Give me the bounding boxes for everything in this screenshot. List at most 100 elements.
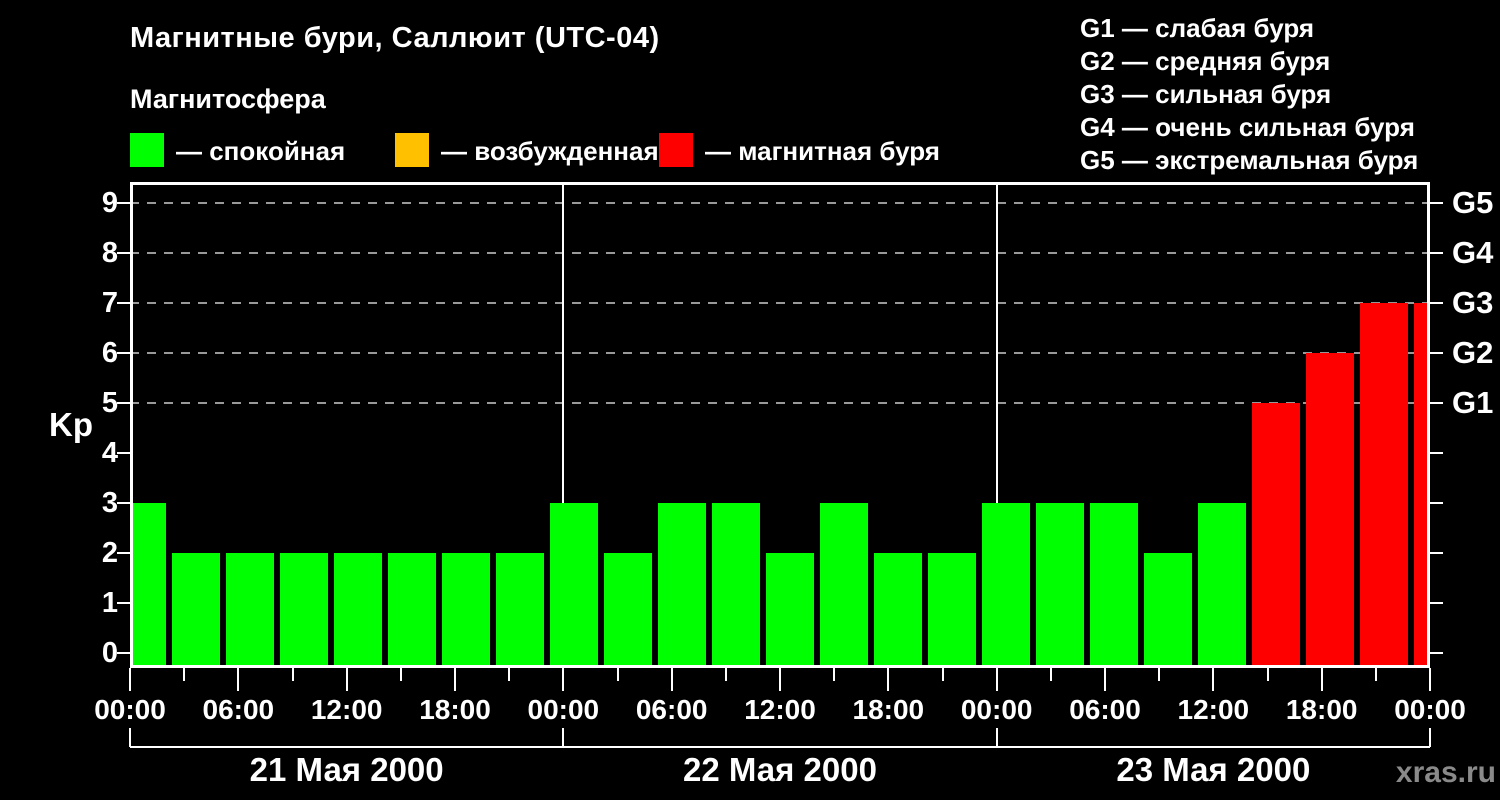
x-tick-major <box>887 668 890 691</box>
date-label: 22 Мая 2000 <box>683 751 877 788</box>
g-legend-line: G3 — сильная буря <box>1080 79 1332 109</box>
y-tick-label: 9 <box>101 187 118 219</box>
legend-swatch-quiet <box>130 133 164 167</box>
x-tick-major <box>562 668 565 691</box>
x-tick-label: 00:00 <box>1394 694 1466 725</box>
g-axis-label: G1 <box>1452 385 1494 420</box>
x-tick-major <box>345 668 348 691</box>
kp-bar <box>550 503 598 668</box>
x-tick-label: 00:00 <box>94 694 166 725</box>
y-tick <box>117 652 130 654</box>
right-tick <box>1430 352 1443 354</box>
y-tick-label: 4 <box>101 437 118 469</box>
y-tick <box>117 202 130 204</box>
g-legend-line: G1 — слабая буря <box>1080 13 1315 43</box>
y-tick-label: 0 <box>101 637 118 669</box>
right-tick <box>1430 202 1443 204</box>
kp-bar <box>496 553 544 668</box>
date-bracket-tick <box>562 728 565 747</box>
kp-bar <box>766 553 814 668</box>
kp-bar <box>712 503 760 668</box>
date-bracket <box>130 746 1430 748</box>
right-tick <box>1430 652 1443 654</box>
right-tick <box>1430 552 1443 554</box>
x-tick-label: 18:00 <box>419 694 491 725</box>
x-tick-minor <box>1049 668 1052 681</box>
plot-area <box>130 182 1430 668</box>
date-bracket-tick <box>1429 728 1431 747</box>
gridline-kp-9 <box>130 202 1430 204</box>
date-label: 23 Мая 2000 <box>1116 751 1311 788</box>
watermark: xras.ru <box>1395 756 1496 789</box>
kp-bar <box>1360 303 1408 668</box>
x-tick-major <box>1104 668 1106 691</box>
y-tick-label: 2 <box>101 537 118 569</box>
kp-bar <box>442 553 490 668</box>
x-tick-label: 12:00 <box>310 694 383 725</box>
kp-bar <box>928 553 976 668</box>
legend-title: Магнитосфера <box>130 84 326 114</box>
y-tick-label: 7 <box>101 287 118 319</box>
kp-bar <box>658 503 706 668</box>
right-tick <box>1430 402 1443 404</box>
g-axis-label: G3 <box>1452 285 1494 320</box>
kp-bar <box>820 503 868 668</box>
kp-bar <box>334 553 382 668</box>
x-tick-major <box>129 668 131 691</box>
kp-bar <box>1036 503 1084 668</box>
date-bracket-tick <box>995 728 998 747</box>
x-tick-major <box>1212 668 1215 691</box>
x-tick-minor <box>508 668 511 681</box>
kp-bar <box>280 553 328 668</box>
x-tick-label: 06:00 <box>635 694 708 725</box>
x-tick-label: 06:00 <box>202 694 275 725</box>
date-label: 21 Мая 2000 <box>249 751 444 788</box>
y-tick-label: 6 <box>101 337 118 369</box>
y-tick-label: 5 <box>101 387 118 419</box>
x-tick-label: 18:00 <box>1285 694 1358 725</box>
x-tick-label: 12:00 <box>1177 694 1250 725</box>
x-tick-major <box>237 668 240 691</box>
right-tick <box>1430 502 1443 504</box>
x-tick-major <box>995 668 998 691</box>
x-tick-minor <box>291 668 294 681</box>
gridline-kp-7 <box>130 302 1430 304</box>
kp-bar <box>1252 403 1300 668</box>
legend-label-excited: — возбужденная <box>441 136 659 166</box>
right-tick <box>1430 252 1443 254</box>
kp-bar <box>226 553 274 668</box>
legend-label-storm: — магнитная буря <box>705 136 940 166</box>
legend-label-quiet: — спокойная <box>176 136 346 166</box>
x-tick-minor <box>399 668 402 681</box>
y-tick <box>117 452 130 454</box>
kp-bar <box>1414 303 1430 668</box>
x-tick-major <box>454 668 456 691</box>
kp-bar <box>388 553 436 668</box>
g-axis-label: G5 <box>1452 185 1494 220</box>
y-tick-label: 3 <box>101 487 118 519</box>
x-tick-label: 18:00 <box>852 694 925 725</box>
kp-bar <box>1306 353 1354 668</box>
g-legend-line: G5 — экстремальная буря <box>1080 145 1419 175</box>
right-tick <box>1430 602 1443 604</box>
x-tick-minor <box>1374 668 1377 681</box>
x-tick-minor <box>1266 668 1269 681</box>
y-axis-title: Kp <box>49 406 93 443</box>
g-axis-label: G4 <box>1452 235 1494 270</box>
y-tick <box>117 552 130 554</box>
y-tick <box>117 602 130 604</box>
kp-bar <box>874 553 922 668</box>
x-tick-minor <box>724 668 727 681</box>
day-separator-line <box>995 182 998 668</box>
x-tick-minor <box>941 668 944 681</box>
x-tick-minor <box>833 668 836 681</box>
y-tick-label: 1 <box>101 587 118 619</box>
x-tick-label: 12:00 <box>744 694 816 725</box>
x-tick-label: 00:00 <box>527 694 600 725</box>
date-bracket-tick <box>129 728 131 747</box>
kp-bar <box>604 553 652 668</box>
y-tick <box>117 302 130 304</box>
x-tick-minor <box>616 668 619 681</box>
kp-bar <box>1090 503 1138 668</box>
